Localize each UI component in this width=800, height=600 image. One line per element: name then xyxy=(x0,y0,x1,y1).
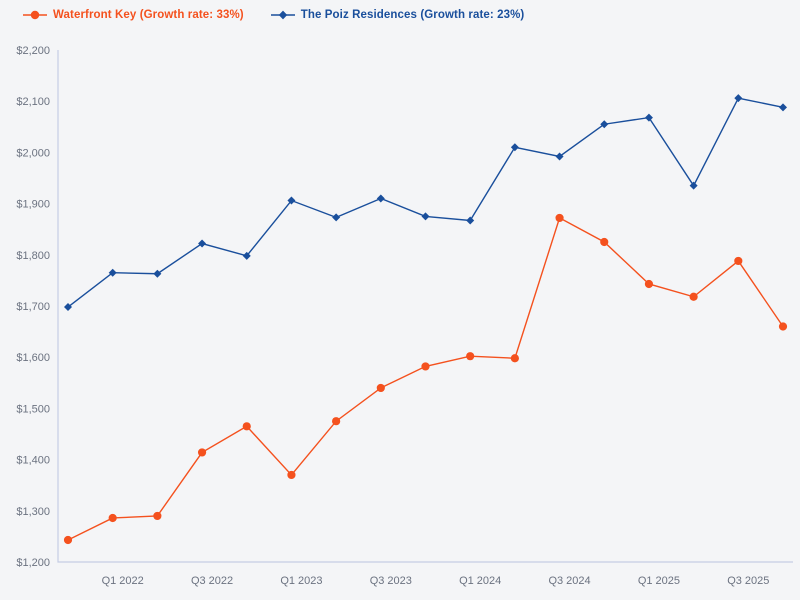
y-axis-tick-label: $1,800 xyxy=(16,250,50,262)
data-point-marker[interactable] xyxy=(376,383,385,393)
data-point-marker[interactable] xyxy=(466,352,475,361)
y-axis-tick-label: $1,500 xyxy=(16,403,50,415)
data-point-marker[interactable] xyxy=(153,269,162,278)
data-point-marker[interactable] xyxy=(734,256,743,266)
data-point-marker[interactable] xyxy=(242,251,251,260)
legend-item-series-2[interactable]: The Poiz Residences (Growth rate: 23%) xyxy=(270,8,525,22)
data-point-marker[interactable] xyxy=(63,535,73,545)
data-point-marker[interactable] xyxy=(332,213,341,222)
series-2 xyxy=(64,94,787,312)
data-point-marker[interactable] xyxy=(600,237,609,247)
line-circle-marker-icon xyxy=(23,10,47,20)
data-point-marker[interactable] xyxy=(600,120,609,129)
legend-item-series-1[interactable]: Waterfront Key (Growth rate: 33%) xyxy=(22,8,244,22)
y-axis-ticks: $1,200 $1,300 $1,400 $1,500 $1,600 $1,700 $1,8… xyxy=(16,45,50,569)
series-line xyxy=(67,216,784,541)
y-axis-tick-label: $1,700 xyxy=(16,301,50,313)
x-axis-tick-label: Q1 2024 xyxy=(459,575,501,587)
data-point-marker[interactable] xyxy=(287,470,296,480)
data-point-marker[interactable] xyxy=(778,322,788,331)
x-axis-tick-label: Q3 2023 xyxy=(370,575,412,587)
y-axis-tick-label: $2,000 xyxy=(16,147,50,159)
data-point-marker[interactable] xyxy=(197,448,207,457)
data-point-marker[interactable] xyxy=(198,239,207,248)
y-axis-tick-label: $1,300 xyxy=(16,506,50,518)
x-axis-tick-label: Q3 2024 xyxy=(548,575,590,587)
data-point-marker[interactable] xyxy=(64,303,72,312)
series-layer xyxy=(63,94,788,545)
data-point-marker[interactable] xyxy=(421,212,430,221)
legend-label-series-2: The Poiz Residences (Growth rate: 23%) xyxy=(300,9,525,21)
x-axis-tick-label: Q1 2022 xyxy=(102,575,144,587)
series-1 xyxy=(63,213,788,545)
series-line xyxy=(67,97,784,308)
data-point-marker[interactable] xyxy=(734,94,743,103)
data-point-marker[interactable] xyxy=(644,113,653,122)
data-point-marker[interactable] xyxy=(153,511,162,521)
data-point-marker[interactable] xyxy=(332,417,341,426)
data-point-marker[interactable] xyxy=(466,216,475,225)
line-diamond-marker-icon xyxy=(270,10,295,20)
data-point-marker[interactable] xyxy=(555,152,564,161)
x-axis-tick-label: Q3 2022 xyxy=(191,575,233,587)
legend-label-series-1: Waterfront Key (Growth rate: 33%) xyxy=(53,9,244,21)
x-axis-tick-label: Q1 2023 xyxy=(280,575,322,587)
data-point-marker[interactable] xyxy=(510,143,519,152)
chart-legend: Waterfront Key (Growth rate: 33%) The Po… xyxy=(0,0,800,30)
data-point-marker[interactable] xyxy=(644,279,654,289)
data-point-marker[interactable] xyxy=(421,362,430,371)
data-point-marker[interactable] xyxy=(287,196,296,205)
y-axis-tick-label: $1,900 xyxy=(16,199,50,211)
x-axis-tick-label: Q1 2025 xyxy=(638,575,680,587)
axis-frame xyxy=(57,50,793,563)
x-axis-tick-label: Q3 2025 xyxy=(727,575,769,587)
plot-svg: $1,200 $1,300 $1,400 $1,500 $1,600 $1,700 $1,8… xyxy=(16,45,793,587)
y-axis-tick-label: $1,600 xyxy=(16,352,50,364)
data-point-marker[interactable] xyxy=(510,354,519,363)
data-point-marker[interactable] xyxy=(555,213,564,223)
data-point-marker[interactable] xyxy=(689,292,698,301)
data-point-marker[interactable] xyxy=(242,422,251,431)
data-point-marker[interactable] xyxy=(779,103,787,112)
y-axis-tick-label: $2,200 xyxy=(16,45,50,57)
data-point-marker[interactable] xyxy=(376,194,385,203)
data-point-marker[interactable] xyxy=(108,513,117,523)
data-point-marker[interactable] xyxy=(689,181,698,190)
y-axis-tick-label: $2,100 xyxy=(16,96,50,108)
data-point-marker[interactable] xyxy=(108,268,117,277)
x-axis-ticks: Q1 2022 Q3 2022 Q1 2023 Q3 2023 Q1 2024 Q3 20… xyxy=(102,575,770,587)
plot-area: $1,200 $1,300 $1,400 $1,500 $1,600 $1,700 $1,8… xyxy=(0,30,800,600)
y-axis-tick-label: $1,200 xyxy=(16,557,50,569)
y-axis-tick-label: $1,400 xyxy=(16,455,50,467)
